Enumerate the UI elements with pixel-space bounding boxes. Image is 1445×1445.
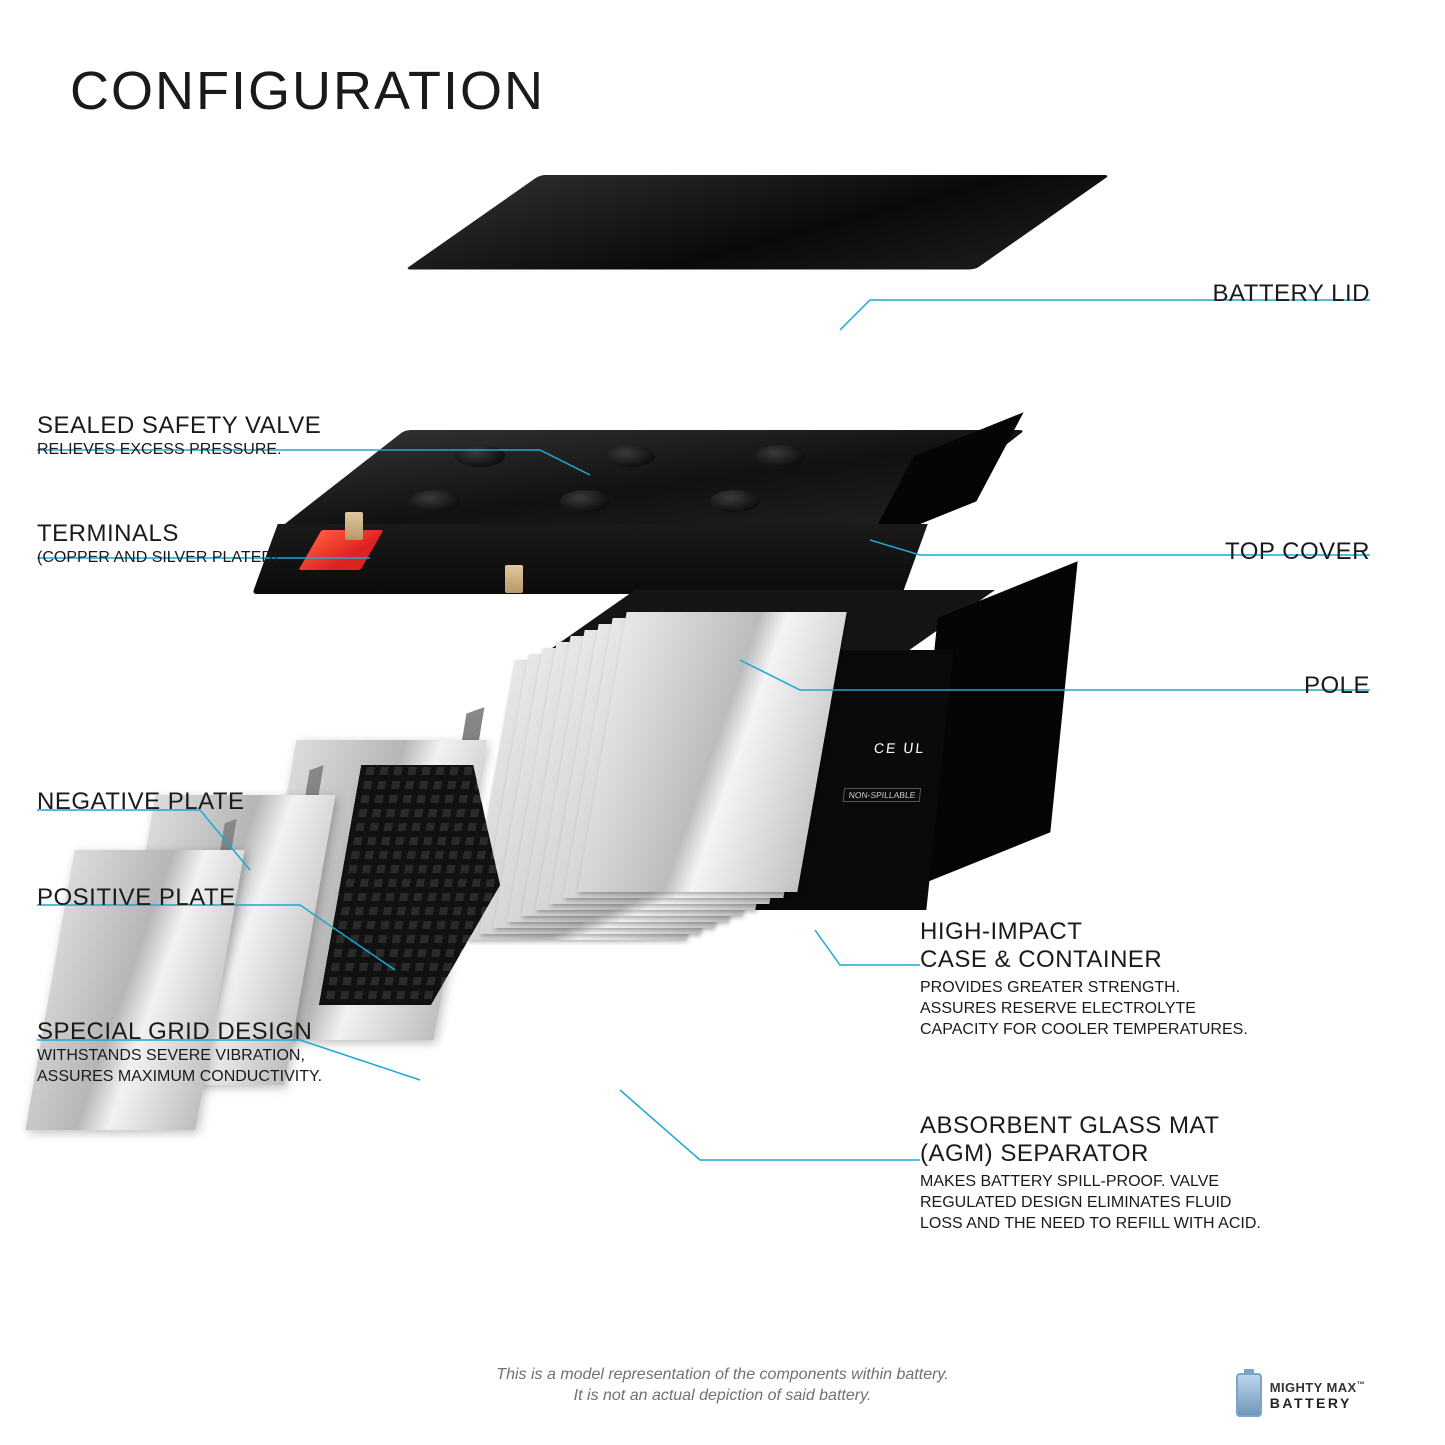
disclaimer: This is a model representation of the co…	[0, 1365, 1445, 1407]
callout-sub: WITHSTANDS SEVERE VIBRATION, ASSURES MAX…	[37, 1046, 322, 1088]
callout-title: TERMINALS	[37, 520, 278, 548]
callout-title: HIGH-IMPACT CASE & CONTAINER	[920, 918, 1248, 974]
non-spillable-mark: NON-SPILLABLE	[843, 788, 921, 802]
callout-sub: PROVIDES GREATER STRENGTH. ASSURES RESER…	[920, 978, 1248, 1040]
callout-pole: POLE	[1304, 672, 1370, 700]
callout-positive-plate: POSITIVE PLATE	[37, 884, 236, 912]
battery-icon	[1236, 1373, 1262, 1417]
brand-logo: MIGHTY MAX™ BATTERY	[1236, 1373, 1365, 1417]
callout-battery-lid: BATTERY LID	[1212, 280, 1370, 308]
callout-title: TOP COVER	[1225, 538, 1370, 566]
callout-title: POLE	[1304, 672, 1370, 700]
callout-sub: MAKES BATTERY SPILL-PROOF. VALVE REGULAT…	[920, 1172, 1261, 1234]
logo-tm: ™	[1357, 1380, 1365, 1389]
callout-title: BATTERY LID	[1212, 280, 1370, 308]
callout-sub: (COPPER AND SILVER PLATED)	[37, 548, 278, 569]
callout-high-impact: HIGH-IMPACT CASE & CONTAINER PROVIDES GR…	[920, 918, 1248, 1040]
battery-lid-shape	[400, 175, 970, 400]
logo-line2: BATTERY	[1270, 1395, 1365, 1411]
callout-sub: RELIEVES EXCESS PRESSURE.	[37, 440, 321, 461]
ce-ul-mark: CE ᑌL	[873, 740, 926, 757]
callout-title: POSITIVE PLATE	[37, 884, 236, 912]
callout-title: SPECIAL GRID DESIGN	[37, 1018, 322, 1046]
logo-line1: MIGHTY MAX	[1270, 1380, 1357, 1395]
disclaimer-l1: This is a model representation of the co…	[496, 1366, 948, 1383]
callout-special-grid: SPECIAL GRID DESIGN WITHSTANDS SEVERE VI…	[37, 1018, 322, 1088]
disclaimer-l2: It is not an actual depiction of said ba…	[574, 1387, 872, 1404]
page-title: CONFIGURATION	[70, 60, 545, 122]
terminal-tab-neg	[505, 565, 523, 593]
callout-terminals: TERMINALS (COPPER AND SILVER PLATED)	[37, 520, 278, 569]
callout-title: SEALED SAFETY VALVE	[37, 412, 321, 440]
callout-title: ABSORBENT GLASS MAT (AGM) SEPARATOR	[920, 1112, 1261, 1168]
callout-agm: ABSORBENT GLASS MAT (AGM) SEPARATOR MAKE…	[920, 1112, 1261, 1234]
callout-top-cover: TOP COVER	[1225, 538, 1370, 566]
callout-negative-plate: NEGATIVE PLATE	[37, 788, 245, 816]
callout-sealed-valve: SEALED SAFETY VALVE RELIEVES EXCESS PRES…	[37, 412, 321, 461]
callout-title: NEGATIVE PLATE	[37, 788, 245, 816]
terminal-tab-pos	[345, 512, 363, 540]
